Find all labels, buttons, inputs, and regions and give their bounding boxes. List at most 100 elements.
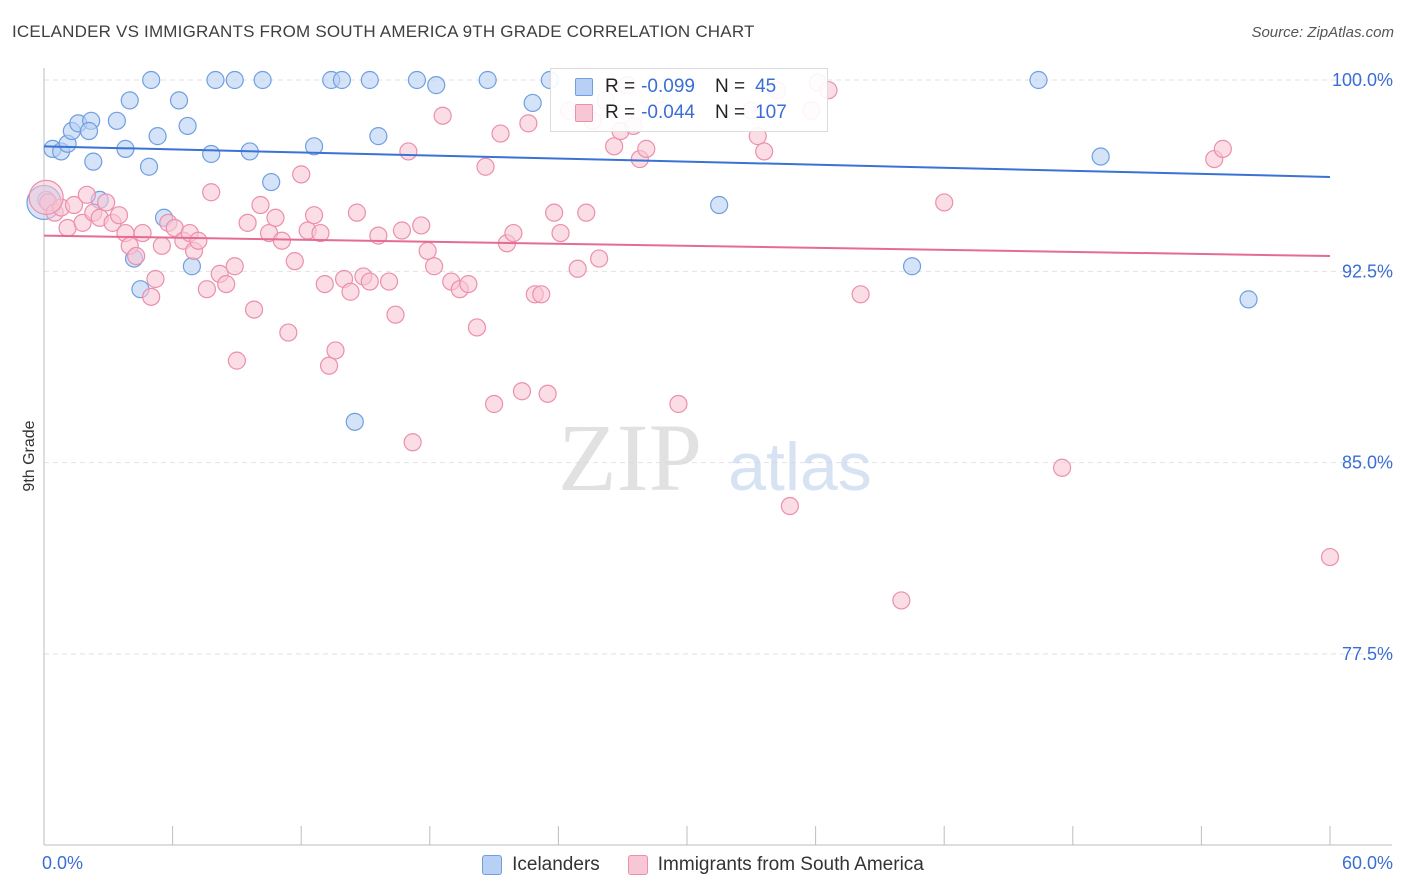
immigrant-point	[189, 231, 208, 250]
icelander-point	[142, 70, 161, 90]
immigrant-point	[28, 179, 64, 215]
immigrant-point	[97, 193, 116, 212]
legend-label-icelanders: Icelanders	[512, 854, 600, 875]
legend-label-immigrants: Immigrants from South America	[657, 854, 924, 875]
icelander-point	[253, 70, 272, 90]
immigrant-point	[292, 165, 311, 184]
immigrant-point	[152, 236, 171, 255]
immigrant-point	[197, 280, 216, 299]
immigrant-point	[637, 139, 656, 158]
icelanders-trend-line	[43, 145, 1331, 178]
immigrant-point	[311, 223, 330, 243]
icelander-point	[523, 93, 542, 113]
icelander-point	[369, 127, 388, 146]
immigrant-point	[545, 203, 564, 222]
immigrant-point	[146, 269, 165, 289]
legend-item-immigrants[interactable]: Immigrants from South America	[627, 854, 924, 876]
immigrant-point	[64, 195, 84, 215]
x-tick-label-min: 0.0%	[42, 853, 83, 873]
legend-swatch-blue	[575, 78, 593, 96]
legend-n-value: 45	[755, 76, 777, 97]
immigrant-point	[935, 193, 954, 212]
immigrant-point	[341, 282, 360, 301]
icelander-point	[148, 127, 167, 146]
icelander-point	[120, 91, 139, 110]
immigrant-point	[504, 223, 523, 243]
legend-row-icelanders: R = -0.099 N = 45	[575, 75, 776, 99]
legend-item-icelanders[interactable]: Icelanders	[482, 854, 600, 876]
immigrant-point	[304, 206, 324, 225]
immigrant-point	[251, 195, 270, 215]
immigrant-point	[538, 384, 557, 403]
immigrant-point	[551, 223, 570, 243]
legend-n-value: 107	[755, 102, 787, 123]
immigrant-point	[669, 394, 688, 414]
immigrant-point	[279, 323, 298, 342]
immigrant-point	[780, 496, 799, 516]
y-tick-label: 100.0%	[1332, 70, 1393, 90]
icelander-point	[1029, 70, 1048, 90]
immigrant-point	[379, 272, 399, 291]
legend-row-immigrants: R = -0.044 N = 107	[575, 101, 787, 125]
immigrant-point	[532, 285, 551, 304]
icelander-point	[178, 116, 197, 136]
icelander-point	[79, 121, 99, 141]
immigrants-points	[28, 73, 1340, 610]
immigrant-point	[244, 300, 264, 319]
legend-n-label: N =	[714, 76, 746, 97]
icelander-point	[182, 257, 201, 276]
icelander-point	[345, 412, 364, 431]
immigrant-point	[851, 285, 870, 304]
icelander-point	[407, 70, 427, 90]
immigrant-point	[577, 203, 596, 222]
immigrant-point	[568, 259, 587, 278]
immigrant-point	[319, 356, 339, 375]
watermark-atlas: atlas	[728, 429, 872, 505]
icelander-point	[202, 144, 221, 164]
icelander-point	[84, 152, 103, 171]
immigrant-point	[399, 142, 418, 161]
immigrant-point	[519, 114, 538, 133]
icelander-point	[139, 157, 159, 176]
legend-swatch-pink	[627, 855, 648, 875]
watermark-zip: ZIP	[558, 404, 702, 511]
immigrant-point	[590, 249, 609, 268]
immigrant-point	[77, 185, 96, 204]
immigrant-point	[418, 241, 437, 261]
immigrant-point	[142, 287, 161, 306]
y-tick-label: 85.0%	[1342, 453, 1393, 473]
legend-r-value: -0.099	[641, 76, 695, 97]
icelander-point	[427, 76, 446, 95]
immigrant-point	[467, 318, 487, 337]
immigrant-point	[476, 157, 495, 176]
legend-r-value: -0.044	[641, 102, 695, 123]
correlation-legend: R = -0.099 N = 45 R = -0.044 N = 107	[550, 68, 828, 132]
source-label: Source: ZipAtlas.com	[1251, 24, 1394, 41]
immigrant-point	[217, 274, 236, 294]
immigrant-point	[266, 208, 285, 227]
immigrant-point	[386, 305, 405, 324]
icelander-point	[169, 91, 189, 110]
chart-title: ICELANDER VS IMMIGRANTS FROM SOUTH AMERI…	[12, 22, 755, 41]
immigrant-point	[133, 223, 152, 243]
immigrant-point	[485, 394, 504, 414]
icelander-point	[304, 137, 324, 156]
immigrant-point	[360, 272, 379, 291]
immigrant-point	[285, 252, 304, 271]
immigrant-point	[109, 206, 129, 225]
immigrant-point	[459, 274, 478, 294]
immigrant-point	[605, 137, 624, 156]
icelander-point	[262, 172, 281, 192]
immigrants-trend-line	[43, 234, 1331, 258]
immigrant-point	[892, 591, 911, 610]
icelander-point	[360, 70, 379, 90]
axes	[43, 68, 1392, 846]
legend-r-label: R =	[605, 76, 636, 97]
immigrant-point	[1213, 139, 1232, 158]
y-tick-label: 92.5%	[1342, 261, 1393, 281]
legend-swatch-pink	[575, 104, 593, 122]
immigrant-point	[238, 213, 257, 232]
icelander-point	[902, 257, 922, 276]
legend-r-label: R =	[605, 102, 636, 123]
